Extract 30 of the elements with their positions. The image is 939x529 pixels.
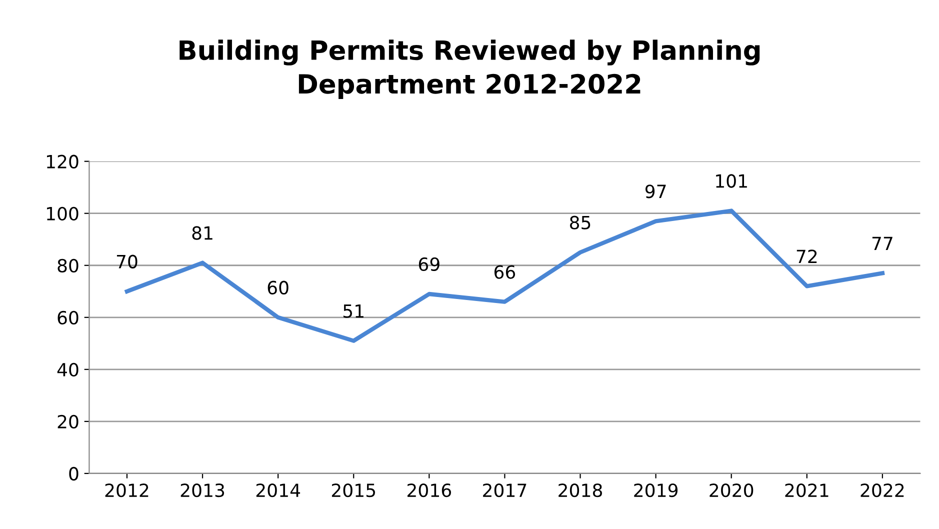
data-label: 101 xyxy=(716,174,747,188)
chart-title: Building Permits Reviewed by Planning Department 2012-2022 xyxy=(180,40,760,99)
data-label: 51 xyxy=(344,304,364,318)
x-tick-label: 2021 xyxy=(785,483,828,498)
y-tick-label: 40 xyxy=(57,362,78,377)
x-tick-label: 2014 xyxy=(256,483,300,498)
x-tick-label: 2020 xyxy=(710,483,754,498)
y-tick-label: 100 xyxy=(47,206,78,220)
data-label: 97 xyxy=(645,184,666,198)
x-tick-label: 2013 xyxy=(180,483,224,498)
data-label: 85 xyxy=(570,216,590,230)
y-tick-label: 80 xyxy=(58,258,78,272)
x-tick-label: 2022 xyxy=(860,483,904,498)
x-tick-label: 2016 xyxy=(408,483,452,498)
x-tick-label: 2017 xyxy=(483,483,526,498)
x-tick-label: 2015 xyxy=(332,483,376,498)
y-tick-label: 20 xyxy=(58,414,78,429)
data-label: 81 xyxy=(192,226,212,240)
data-label: 72 xyxy=(796,250,817,263)
x-tick-label: 2012 xyxy=(105,483,148,498)
x-tick-label: 2018 xyxy=(558,483,602,498)
data-label: 66 xyxy=(494,265,516,279)
y-tick-label: 0 xyxy=(69,466,78,481)
y-tick-label: 120 xyxy=(47,154,78,168)
x-tick-label: 2019 xyxy=(634,483,678,498)
data-label: 69 xyxy=(418,257,440,272)
data-label: 60 xyxy=(268,280,288,294)
y-tick-label: 60 xyxy=(58,310,78,325)
data-label: 70 xyxy=(116,254,138,268)
data-label: 77 xyxy=(872,236,892,250)
